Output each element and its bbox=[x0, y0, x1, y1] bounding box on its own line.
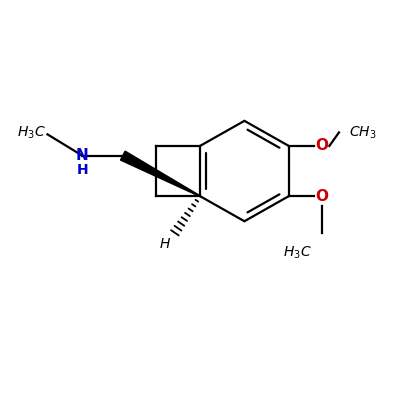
Text: $CH_3$: $CH_3$ bbox=[349, 124, 376, 141]
Text: $H_3C$: $H_3C$ bbox=[17, 124, 46, 141]
Text: N: N bbox=[76, 148, 89, 163]
Text: H: H bbox=[77, 163, 89, 177]
Text: O: O bbox=[315, 189, 328, 204]
Text: O: O bbox=[315, 138, 328, 154]
Text: H: H bbox=[160, 238, 170, 252]
Polygon shape bbox=[120, 151, 200, 196]
Text: $H_3C$: $H_3C$ bbox=[283, 244, 312, 261]
